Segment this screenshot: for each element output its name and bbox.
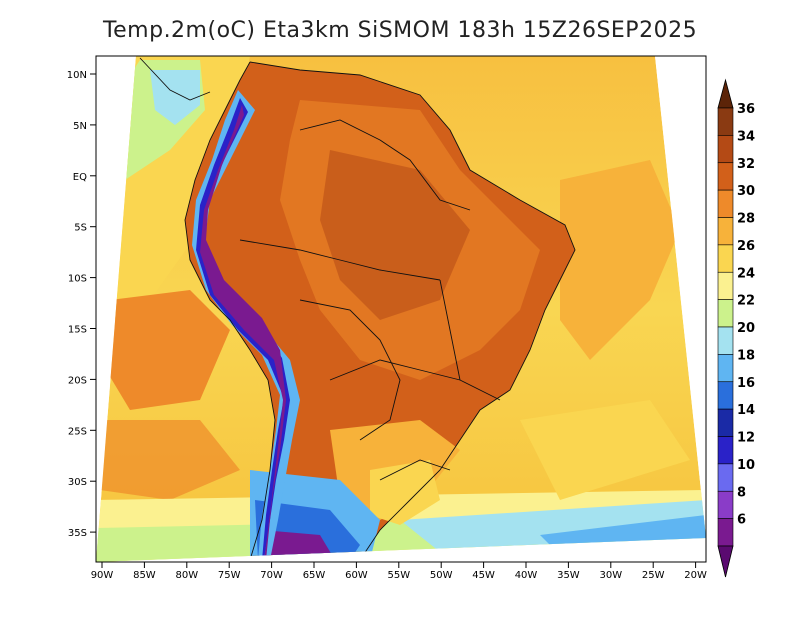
colorbar-swatch bbox=[717, 518, 734, 547]
lon-tick-label: 35W bbox=[557, 570, 580, 581]
lat-tick-label: 20S bbox=[68, 375, 87, 386]
lat-tick-label: 10N bbox=[67, 70, 87, 81]
colorbar-label: 30 bbox=[737, 184, 755, 199]
lat-tick-label: 30S bbox=[68, 477, 87, 488]
colorbar-swatch bbox=[717, 408, 734, 437]
colorbar-label: 20 bbox=[737, 321, 755, 336]
lat-tick-label: 35S bbox=[68, 528, 87, 539]
colorbar-label: 12 bbox=[737, 431, 755, 446]
colorbar-swatch bbox=[717, 244, 734, 273]
colorbar-label: 26 bbox=[737, 239, 755, 254]
colorbar-label: 10 bbox=[737, 458, 755, 473]
lon-tick-label: 50W bbox=[430, 570, 453, 581]
lon-tick-label: 40W bbox=[515, 570, 538, 581]
lat-tick-label: 5S bbox=[74, 223, 87, 234]
colorbar-swatch bbox=[717, 381, 734, 410]
lon-tick-label: 75W bbox=[218, 570, 241, 581]
colorbar-swatch bbox=[717, 135, 734, 164]
lon-tick-label: 70W bbox=[260, 570, 283, 581]
lon-tick-label: 30W bbox=[599, 570, 622, 581]
lat-tick-label: 10S bbox=[68, 274, 87, 285]
temperature-field bbox=[96, 56, 706, 562]
lon-tick-label: 80W bbox=[175, 570, 198, 581]
colorbar-swatch bbox=[717, 162, 734, 191]
colorbar-swatch bbox=[717, 299, 734, 328]
lon-tick-label: 20W bbox=[684, 570, 707, 581]
colorbar-label: 24 bbox=[737, 266, 755, 281]
colorbar-label: 14 bbox=[737, 403, 755, 418]
colorbar-swatch bbox=[717, 354, 734, 383]
lon-tick-label: 60W bbox=[345, 570, 368, 581]
colorbar-label: 34 bbox=[737, 129, 755, 144]
colorbar: 36 34 32 30 28 26 24 22 20 18 16 14 12 10 8 6 bbox=[717, 78, 755, 578]
colorbar-swatch bbox=[717, 463, 734, 492]
colorbar-swatch bbox=[717, 436, 734, 465]
map-title: Temp.2m(oC) Eta3km SiSMOM 183h 15Z26SEP2… bbox=[102, 18, 698, 43]
lon-tick-label: 25W bbox=[642, 570, 665, 581]
latitude-ticks: 10N 5N EQ 5S 10S 15S 20S 25S 30S 35S bbox=[67, 70, 96, 539]
colorbar-swatch bbox=[717, 490, 734, 519]
colorbar-swatch bbox=[717, 326, 734, 355]
colorbar-label: 22 bbox=[737, 294, 755, 309]
colorbar-label: 28 bbox=[737, 212, 755, 227]
colorbar-top-arrow bbox=[717, 78, 734, 109]
lon-tick-label: 90W bbox=[91, 570, 114, 581]
colorbar-label: 36 bbox=[737, 102, 755, 117]
lat-tick-label: 5N bbox=[73, 121, 87, 132]
colorbar-swatch bbox=[717, 189, 734, 218]
lat-tick-label: 25S bbox=[68, 426, 87, 437]
lat-tick-label: 15S bbox=[68, 325, 87, 336]
lon-tick-label: 55W bbox=[387, 570, 410, 581]
lon-tick-label: 65W bbox=[303, 570, 326, 581]
colorbar-bottom-arrow bbox=[717, 545, 734, 578]
longitude-ticks: 90W 85W 80W 75W 70W 65W 60W 55W 50W 45W 40W 35W 30W 2… bbox=[91, 562, 707, 581]
lon-tick-label: 45W bbox=[472, 570, 495, 581]
lat-tick-label: EQ bbox=[73, 172, 87, 183]
colorbar-swatch bbox=[717, 107, 734, 136]
colorbar-label: 18 bbox=[737, 348, 755, 363]
lon-tick-label: 85W bbox=[133, 570, 156, 581]
colorbar-label: 32 bbox=[737, 157, 755, 172]
colorbar-swatch bbox=[717, 217, 734, 246]
colorbar-label: 16 bbox=[737, 376, 755, 391]
colorbar-label: 8 bbox=[737, 485, 746, 500]
map-frame bbox=[95, 55, 707, 563]
political-borders bbox=[139, 57, 576, 561]
colorbar-swatch bbox=[717, 271, 734, 300]
colorbar-label: 6 bbox=[737, 513, 746, 528]
